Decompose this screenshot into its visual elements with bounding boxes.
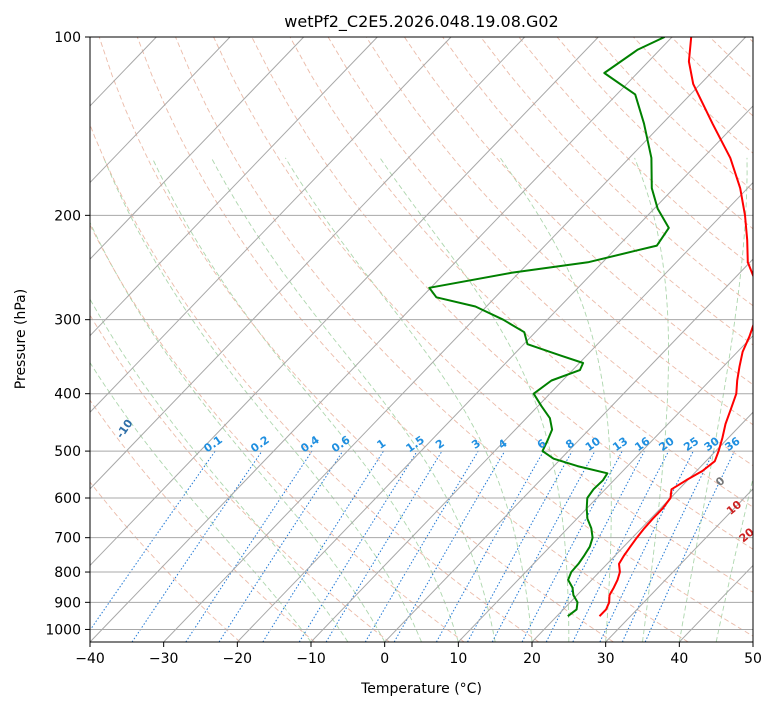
moist-adiabat [90, 221, 386, 642]
isotherm-line [384, 258, 753, 642]
isotherm-line [90, 37, 599, 567]
y-axis: 100 200 300 400 500 600 700 800 900 1000 [45, 30, 90, 638]
y-tick-label: 600 [54, 491, 81, 507]
isotherm-line [457, 334, 753, 642]
dry-adiabat [442, 37, 753, 346]
profile-lines [428, 37, 753, 617]
mixing-ratio-line [262, 450, 384, 642]
isotherm-line [236, 105, 753, 642]
mixing-ratio-line [298, 450, 418, 642]
isobars [90, 37, 753, 630]
plot-frame [89, 36, 754, 643]
mixing-ratio-line [521, 450, 623, 642]
mixing-ratio-line [185, 450, 313, 642]
moist-adiabat-label: 30 [751, 553, 771, 573]
dry-adiabat [136, 37, 689, 642]
isotherms [0, 37, 753, 642]
plot-background [90, 37, 753, 642]
mixing-ratio-line [435, 450, 545, 642]
dewpoint-line [428, 37, 670, 617]
y-tick-label: 500 [54, 444, 81, 460]
moist-adiabat-label: 40 [765, 585, 775, 605]
dry-adiabat [98, 37, 614, 642]
x-tick-label: 30 [597, 651, 615, 667]
y-axis-label: Pressure (hPa) [13, 289, 29, 389]
moist-adiabat [285, 157, 533, 642]
mixing-ratio-line [621, 450, 715, 642]
chart-title: wetPf2_C2E5.2026.048.19.08.G02 [284, 12, 558, 32]
isotherm-line [90, 37, 305, 260]
y-tick-label: 300 [54, 313, 81, 329]
x-tick-label: 20 [523, 651, 541, 667]
x-tick-label: 0 [380, 651, 389, 667]
isotherm-line [163, 37, 747, 642]
mixing-ratio-line [218, 450, 344, 642]
y-tick-label: 200 [54, 208, 81, 224]
moist-adiabat [634, 157, 669, 642]
x-tick-label: −40 [75, 651, 105, 667]
y-tick-label: 100 [54, 30, 81, 46]
isotherm-line [531, 411, 753, 642]
isotherm-line [310, 181, 753, 642]
isotherm-line [0, 37, 9, 642]
temperature-line [598, 37, 753, 617]
mixing-ratio-line [644, 450, 735, 642]
moist-adiabat [90, 298, 349, 642]
x-tick-label: 50 [744, 651, 762, 667]
mixing-ratio-lines [90, 450, 735, 642]
mixing-ratio-line [545, 450, 645, 642]
isotherm-line [90, 37, 673, 642]
isotherm-line [90, 37, 452, 413]
isotherm-line [752, 641, 753, 642]
isotherm-line [90, 37, 231, 184]
isotherm-line [90, 37, 378, 337]
dry-adiabat [480, 37, 753, 307]
y-tick-label: 400 [54, 387, 81, 403]
x-axis: −40 −30 −20 −10 0 10 20 30 40 50 [75, 642, 762, 667]
x-tick-label: 10 [449, 651, 467, 667]
isotherm-line [605, 488, 753, 642]
mixing-ratio-line [325, 450, 443, 642]
isotherm-line [90, 37, 526, 490]
mixing-ratio-line [572, 450, 670, 642]
mixing-ratio-line [131, 450, 263, 642]
dry-adiabat [327, 37, 753, 467]
dry-adiabat [213, 37, 753, 593]
y-tick-label: 800 [54, 565, 81, 581]
dry-adiabat [90, 314, 390, 642]
x-tick-label: −10 [296, 651, 326, 667]
x-axis-label: Temperature (°C) [360, 681, 482, 697]
dry-adiabat [90, 399, 315, 642]
y-tick-label: 1000 [45, 622, 81, 638]
x-tick-label: −20 [223, 651, 253, 667]
x-tick-label: 40 [670, 651, 688, 667]
y-tick-label: 900 [54, 595, 81, 611]
moist-adiabat [678, 157, 748, 642]
x-tick-label: −30 [149, 651, 179, 667]
dry-adiabat [90, 123, 540, 642]
y-tick-label: 700 [54, 531, 81, 547]
mixing-ratio-line [90, 450, 216, 632]
mixing-ratio-line [599, 450, 694, 642]
dry-adiabat [251, 37, 753, 550]
dry-adiabat [365, 37, 753, 426]
mixing-ratio-line [467, 450, 573, 642]
